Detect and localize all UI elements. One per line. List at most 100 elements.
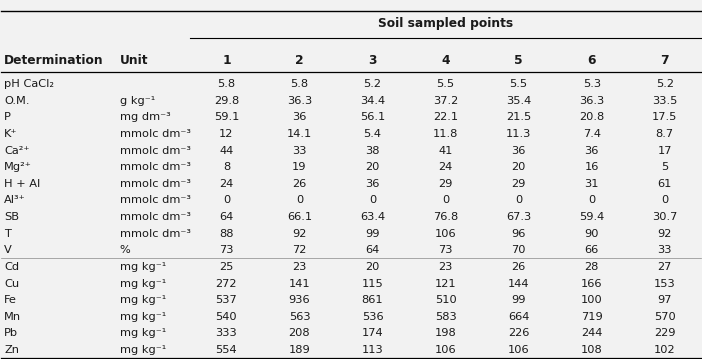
Text: Soil sampled points: Soil sampled points [378,18,513,31]
Text: 1: 1 [222,53,231,66]
Text: H + Al: H + Al [4,179,41,189]
Text: 66.1: 66.1 [287,212,312,222]
Text: 14.1: 14.1 [287,129,312,139]
Text: 861: 861 [362,295,383,305]
Text: V: V [4,245,12,255]
Text: 563: 563 [289,312,310,322]
Text: 8: 8 [223,162,230,172]
Text: 23: 23 [292,262,307,272]
Text: 20: 20 [512,162,526,172]
Text: 99: 99 [365,229,380,239]
Text: 97: 97 [658,295,672,305]
Text: 174: 174 [362,328,383,339]
Text: 12: 12 [219,129,234,139]
Text: mmolᴄ dm⁻³: mmolᴄ dm⁻³ [120,146,191,155]
Text: Ca²⁺: Ca²⁺ [4,146,29,155]
Text: 76.8: 76.8 [433,212,458,222]
Text: 34.4: 34.4 [360,96,385,106]
Text: 36.3: 36.3 [287,96,312,106]
Text: 7: 7 [661,53,669,66]
Text: 33: 33 [658,245,672,255]
Text: 22.1: 22.1 [433,112,458,122]
Text: 20: 20 [365,162,380,172]
Text: 6: 6 [588,53,596,66]
Text: 106: 106 [508,345,529,355]
Text: 64: 64 [366,245,380,255]
Text: mg kg⁻¹: mg kg⁻¹ [120,312,166,322]
Text: 64: 64 [219,212,234,222]
Text: 29: 29 [512,179,526,189]
Text: 67.3: 67.3 [506,212,531,222]
Text: 0: 0 [223,195,230,205]
Text: mg kg⁻¹: mg kg⁻¹ [120,262,166,272]
Text: 153: 153 [654,279,675,289]
Text: 26: 26 [292,179,307,189]
Text: Fe: Fe [4,295,17,305]
Text: Cu: Cu [4,279,20,289]
Text: 0: 0 [442,195,449,205]
Text: 36: 36 [585,146,599,155]
Text: 664: 664 [508,312,529,322]
Text: 5.8: 5.8 [291,79,308,89]
Text: 23: 23 [438,262,453,272]
Text: 44: 44 [219,146,234,155]
Text: mmolᴄ dm⁻³: mmolᴄ dm⁻³ [120,179,191,189]
Text: 141: 141 [289,279,310,289]
Text: 36: 36 [512,146,526,155]
Text: %: % [120,245,131,255]
Text: 0: 0 [661,195,668,205]
Text: 24: 24 [439,162,453,172]
Text: 554: 554 [216,345,237,355]
Text: 0: 0 [515,195,522,205]
Text: 56.1: 56.1 [360,112,385,122]
Text: mg kg⁻¹: mg kg⁻¹ [120,328,166,339]
Text: 100: 100 [581,295,602,305]
Text: 61: 61 [658,179,672,189]
Text: 106: 106 [435,229,456,239]
Text: 115: 115 [362,279,383,289]
Text: 38: 38 [365,146,380,155]
Text: 537: 537 [216,295,237,305]
Text: 17: 17 [658,146,672,155]
Text: 20.8: 20.8 [579,112,604,122]
Text: Zn: Zn [4,345,19,355]
Text: 272: 272 [216,279,237,289]
Text: 108: 108 [581,345,602,355]
Text: 11.8: 11.8 [433,129,458,139]
Text: T: T [4,229,11,239]
Text: 3: 3 [369,53,377,66]
Text: 72: 72 [292,245,307,255]
Text: 719: 719 [581,312,602,322]
Text: mg dm⁻³: mg dm⁻³ [120,112,171,122]
Text: 510: 510 [435,295,456,305]
Text: 540: 540 [216,312,237,322]
Text: g kg⁻¹: g kg⁻¹ [120,96,155,106]
Text: 226: 226 [508,328,529,339]
Text: 24: 24 [219,179,234,189]
Text: 229: 229 [654,328,675,339]
Text: 36: 36 [365,179,380,189]
Text: mmolᴄ dm⁻³: mmolᴄ dm⁻³ [120,212,191,222]
Text: 35.4: 35.4 [506,96,531,106]
Text: 570: 570 [654,312,675,322]
Text: Unit: Unit [120,53,148,66]
Text: 102: 102 [654,345,675,355]
Text: 96: 96 [512,229,526,239]
Text: P: P [4,112,11,122]
Text: Al³⁺: Al³⁺ [4,195,26,205]
Text: 33.5: 33.5 [652,96,677,106]
Text: 88: 88 [219,229,234,239]
Text: 5: 5 [515,53,523,66]
Text: 4: 4 [442,53,450,66]
Text: 25: 25 [219,262,234,272]
Text: 121: 121 [435,279,456,289]
Text: Determination: Determination [4,53,104,66]
Text: 28: 28 [585,262,599,272]
Text: 11.3: 11.3 [506,129,531,139]
Text: 936: 936 [289,295,310,305]
Text: 17.5: 17.5 [652,112,677,122]
Text: mg kg⁻¹: mg kg⁻¹ [120,345,166,355]
Text: 0: 0 [296,195,303,205]
Text: 189: 189 [289,345,310,355]
Text: 37.2: 37.2 [433,96,458,106]
